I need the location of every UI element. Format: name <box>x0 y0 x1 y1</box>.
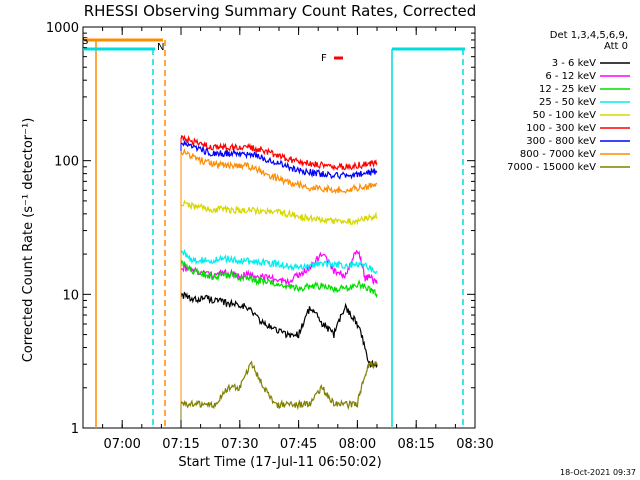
legend-header: Att 0 <box>604 41 628 52</box>
legend-label: 6 - 12 keV <box>545 71 596 82</box>
x-axis-label: Start Time (17-Jul-11 06:50:02) <box>178 455 381 470</box>
y-tick-label: 100 <box>54 155 79 170</box>
x-tick-label: 08:15 <box>397 437 434 452</box>
series-line <box>180 199 378 226</box>
x-tick-label: 08:30 <box>456 437 493 452</box>
legend-label: 7000 - 15000 keV <box>507 162 596 173</box>
x-tick-label: 07:45 <box>280 437 317 452</box>
series-group <box>180 134 378 428</box>
x-tick-label: 07:00 <box>103 437 140 452</box>
legend-label: 3 - 6 keV <box>552 58 596 69</box>
series-line <box>180 139 378 180</box>
plot-frame <box>82 26 476 429</box>
y-axis-label: Corrected Count Rate (s⁻¹ detector⁻¹) <box>21 118 36 363</box>
footer-timestamp: 18-Oct-2021 09:37 <box>560 468 636 477</box>
flare-label: F <box>321 53 327 64</box>
y-tick-label: 1000 <box>46 21 79 36</box>
night-label: N <box>157 42 164 53</box>
legend-header: Det 1,3,4,5,6,9, <box>550 30 628 41</box>
legend-label: 800 - 7000 keV <box>520 149 596 160</box>
y-axis: 1 10 100 1000 <box>46 21 475 437</box>
legend-label: 300 - 800 keV <box>526 136 596 147</box>
legend-label: 50 - 100 keV <box>533 110 597 121</box>
x-tick-label: 07:30 <box>221 437 258 452</box>
series-line <box>180 360 378 411</box>
saa-label: S <box>82 36 88 47</box>
series-line <box>180 248 378 275</box>
series-line <box>180 291 378 369</box>
series-line <box>180 249 378 286</box>
y-tick-label: 1 <box>71 422 79 437</box>
x-tick-label: 07:15 <box>162 437 199 452</box>
series-line <box>180 134 378 172</box>
series-line <box>180 147 378 195</box>
chart-title: RHESSI Observing Summary Count Rates, Co… <box>84 2 477 20</box>
x-axis: 07:00 07:15 07:30 07:45 08:00 08:15 08:30 <box>82 27 494 452</box>
legend-label: 25 - 50 keV <box>539 97 596 108</box>
plot-area <box>82 26 476 429</box>
legend-label: 12 - 25 keV <box>539 84 596 95</box>
series-line <box>180 259 378 299</box>
legend-label: 100 - 300 keV <box>526 123 596 134</box>
y-tick-label: 10 <box>62 288 79 303</box>
mode-indicators: S N F <box>82 36 465 428</box>
x-tick-label: 08:00 <box>339 437 376 452</box>
legend: Det 1,3,4,5,6,9,Att 0 3 - 6 keV 6 - 12 keV… <box>507 30 630 173</box>
